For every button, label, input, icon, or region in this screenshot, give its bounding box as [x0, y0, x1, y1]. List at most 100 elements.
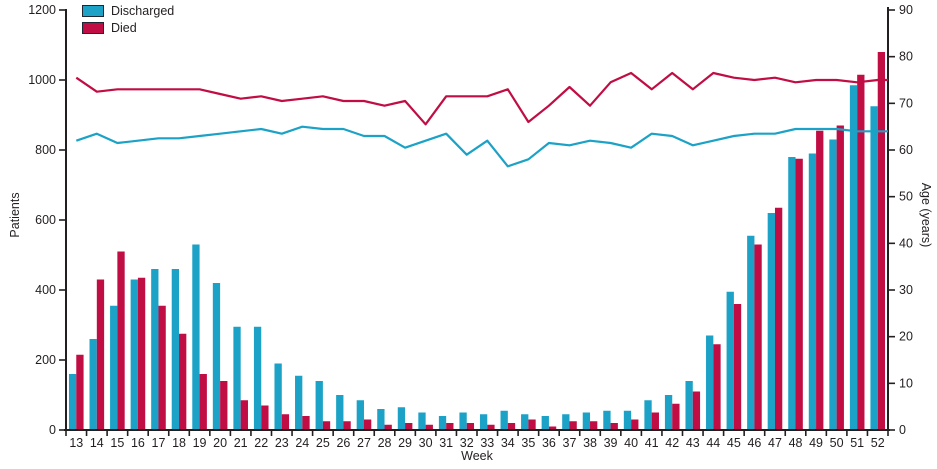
right-tick-label: 70	[899, 96, 913, 110]
left-axis-title: Patients	[8, 192, 22, 238]
bar-died-week-34	[507, 423, 516, 430]
bar-discharged-week-23	[274, 363, 282, 430]
week-tick-label: 22	[254, 436, 268, 450]
bar-discharged-week-30	[418, 412, 426, 430]
week-tick-label: 35	[521, 436, 535, 450]
line-discharged-age	[75, 125, 888, 168]
right-tick-label: 30	[899, 283, 913, 297]
week-tick-label: 51	[850, 436, 864, 450]
right-tick-label: 20	[899, 330, 913, 344]
bar-died-week-51	[857, 74, 865, 430]
bar-died-week-32	[466, 423, 475, 430]
bar-discharged-week-21	[233, 326, 241, 430]
bar-discharged-week-50	[829, 139, 837, 430]
right-tick-label: 40	[899, 236, 913, 250]
bar-died-week-40	[631, 419, 639, 430]
bar-died-week-28	[384, 424, 392, 430]
week-tick-label: 26	[336, 436, 350, 450]
bar-died-week-13	[76, 354, 84, 430]
bar-discharged-week-14	[89, 339, 97, 430]
left-tick-label: 600	[35, 213, 56, 227]
week-tick-label: 52	[871, 436, 885, 450]
tick-labels: 0 200 400 600 800 1000 1200 0 10 20 30 40 50 60 70 80 90…	[28, 3, 913, 450]
bar-died-week-31	[446, 423, 454, 430]
bar-discharged-week-44	[706, 335, 714, 430]
left-tick-label: 1200	[28, 3, 56, 17]
bar-died-week-16	[137, 277, 146, 430]
bar-died-week-29	[405, 423, 413, 430]
right-tick-label: 10	[899, 376, 913, 390]
bar-died-week-47	[774, 207, 783, 430]
bar-died-week-19	[199, 374, 207, 430]
week-tick-label: 13	[69, 436, 83, 450]
bar-died-week-46	[754, 244, 762, 430]
bar-discharged-week-22	[253, 326, 262, 430]
week-tick-label: 29	[398, 436, 412, 450]
bar-discharged-week-41	[644, 400, 652, 430]
bar-discharged-week-24	[295, 375, 303, 430]
right-tick-label: 50	[899, 190, 913, 204]
bar-died-week-14	[96, 279, 105, 430]
bar-died-week-44	[713, 344, 721, 430]
bars	[68, 52, 886, 430]
bar-died-week-22	[261, 405, 269, 430]
week-tick-label: 50	[830, 436, 844, 450]
bar-died-week-25	[322, 421, 331, 430]
week-tick-label: 47	[768, 436, 782, 450]
bar-discharged-week-46	[747, 235, 755, 430]
week-tick-label: 25	[316, 436, 330, 450]
week-tick-label: 15	[110, 436, 124, 450]
line-died-age	[75, 71, 888, 126]
week-tick-label: 39	[604, 436, 618, 450]
week-tick-label: 45	[727, 436, 741, 450]
bar-discharged-week-26	[336, 395, 344, 430]
bar-discharged-week-28	[377, 409, 385, 430]
bar-discharged-week-48	[788, 157, 796, 430]
bar-died-week-43	[692, 391, 701, 430]
bar-died-week-39	[610, 423, 618, 430]
bar-died-week-17	[158, 305, 166, 430]
legend-item-discharged: Discharged	[82, 2, 174, 19]
right-axis-title: Age (years)	[919, 182, 933, 248]
bar-died-week-38	[590, 421, 598, 430]
bar-discharged-week-32	[459, 412, 467, 430]
left-tick-label: 1000	[28, 73, 56, 87]
bar-discharged-week-37	[562, 414, 570, 430]
bar-discharged-week-19	[192, 244, 200, 430]
bar-died-week-18	[179, 333, 187, 430]
bar-discharged-week-15	[110, 305, 118, 430]
bar-discharged-week-17	[151, 269, 159, 430]
week-tick-label: 43	[686, 436, 700, 450]
left-tick-label: 200	[35, 353, 56, 367]
bar-died-week-21	[240, 400, 248, 430]
week-tick-label: 18	[172, 436, 186, 450]
right-tick-label: 0	[899, 423, 906, 437]
bar-died-week-36	[548, 426, 557, 430]
week-tick-label: 17	[152, 436, 166, 450]
week-tick-label: 27	[357, 436, 371, 450]
week-tick-label: 31	[439, 436, 453, 450]
week-tick-label: 16	[131, 436, 145, 450]
week-tick-label: 46	[747, 436, 761, 450]
bar-discharged-week-16	[130, 279, 138, 430]
bar-discharged-week-49	[808, 153, 817, 430]
week-tick-label: 30	[419, 436, 433, 450]
bar-discharged-week-27	[356, 400, 364, 430]
bar-died-week-15	[117, 251, 125, 430]
bar-discharged-week-20	[212, 283, 221, 430]
legend-item-died: Died	[82, 19, 174, 36]
week-tick-label: 20	[213, 436, 227, 450]
bar-died-week-30	[425, 424, 433, 430]
bar-died-week-23	[281, 414, 290, 430]
bar-discharged-week-51	[849, 85, 858, 430]
bar-discharged-week-18	[171, 269, 180, 430]
bar-discharged-week-31	[438, 416, 447, 430]
bar-discharged-week-42	[664, 395, 673, 430]
bar-discharged-week-43	[685, 381, 693, 430]
bar-discharged-week-25	[315, 381, 323, 430]
bar-died-week-26	[343, 421, 351, 430]
week-tick-label: 36	[542, 436, 556, 450]
week-tick-label: 41	[645, 436, 659, 450]
